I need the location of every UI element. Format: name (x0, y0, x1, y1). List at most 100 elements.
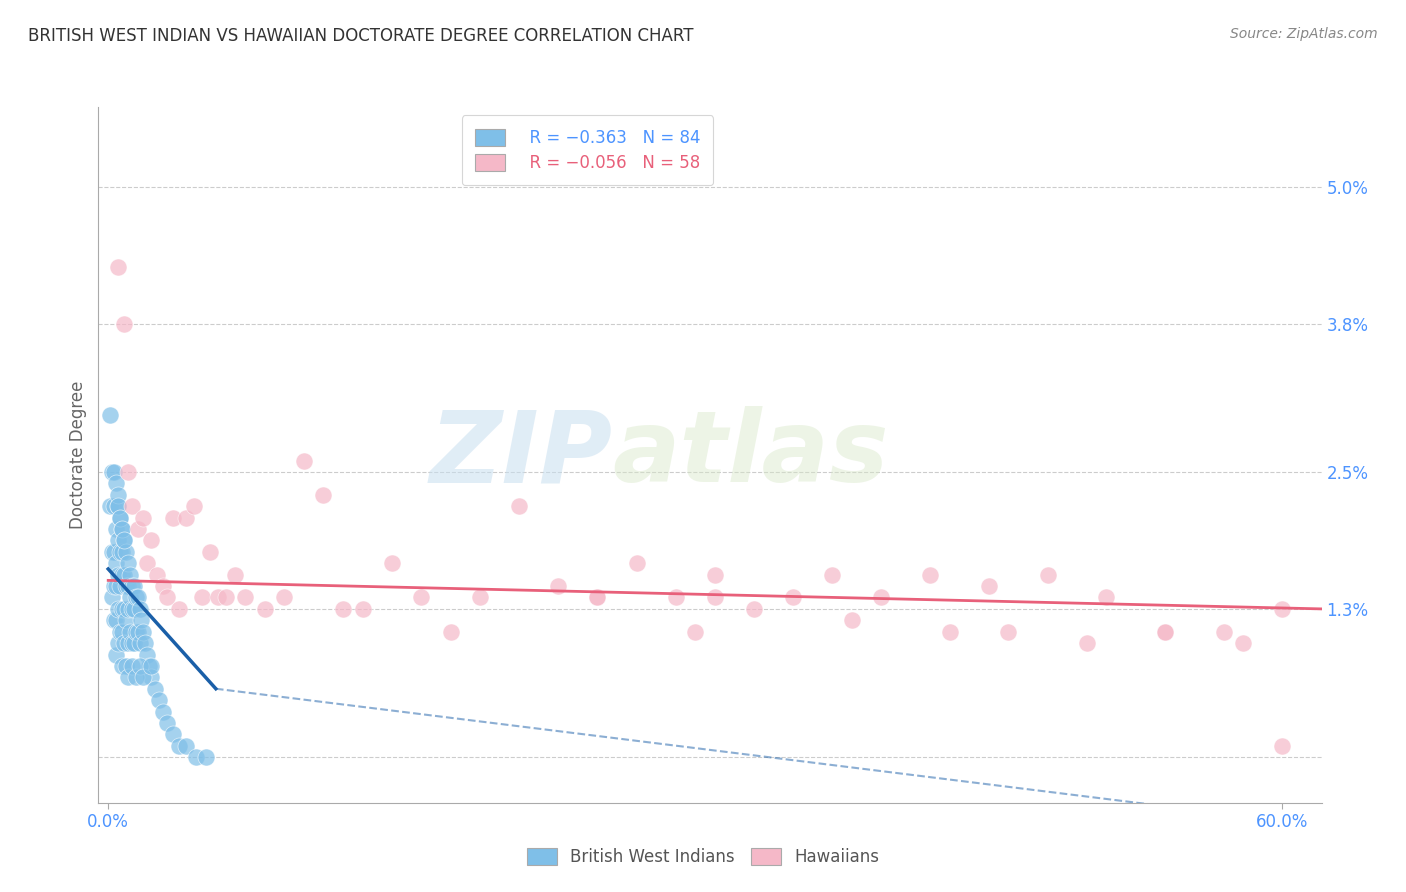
Point (107, 500, 129, 514)
Point (665, 591, 688, 605)
Point (152, 705, 174, 719)
Point (214, 591, 236, 605)
Point (626, 556, 648, 570)
Point (132, 510, 155, 524)
Point (111, 659, 134, 673)
Point (98, 500, 121, 514)
Point (136, 556, 159, 570)
Point (191, 591, 214, 605)
Point (107, 567, 129, 582)
Point (183, 500, 205, 514)
Point (207, 591, 229, 605)
Legend: British West Indians, Hawaiians: British West Indians, Hawaiians (519, 840, 887, 875)
Point (198, 545, 221, 559)
Point (105, 579, 128, 593)
Point (411, 591, 433, 605)
Point (128, 659, 150, 673)
Point (117, 465, 139, 479)
Point (132, 624, 155, 639)
Point (685, 624, 707, 639)
Point (547, 579, 569, 593)
Point (586, 591, 609, 605)
Point (136, 648, 159, 662)
Point (141, 659, 163, 673)
Point (114, 545, 136, 559)
Point (782, 591, 804, 605)
Point (440, 624, 463, 639)
Point (141, 533, 163, 548)
Point (127, 591, 149, 605)
Point (122, 602, 145, 616)
Point (112, 317, 135, 331)
Point (124, 670, 146, 684)
Point (224, 567, 246, 582)
Point (156, 715, 179, 730)
Point (703, 591, 725, 605)
Text: atlas: atlas (612, 407, 889, 503)
Point (117, 670, 139, 684)
Point (332, 602, 354, 616)
Point (107, 260, 129, 274)
Point (117, 602, 139, 616)
Point (121, 579, 143, 593)
Point (146, 567, 169, 582)
Point (167, 739, 190, 753)
Point (117, 636, 139, 650)
Point (1271, 602, 1294, 616)
Point (107, 602, 129, 616)
Point (273, 591, 295, 605)
Point (121, 500, 143, 514)
Point (162, 510, 184, 524)
Legend:   R = −0.363   N = 84,   R = −0.056   N = 58: R = −0.363 N = 84, R = −0.056 N = 58 (463, 115, 713, 185)
Point (997, 624, 1019, 639)
Point (176, 510, 198, 524)
Point (1076, 636, 1098, 650)
Point (121, 659, 143, 673)
Point (1036, 567, 1059, 582)
Point (128, 602, 150, 616)
Text: Source: ZipAtlas.com: Source: ZipAtlas.com (1230, 27, 1378, 41)
Text: BRITISH WEST INDIAN VS HAWAIIAN DOCTORATE DEGREE CORRELATION CHART: BRITISH WEST INDIAN VS HAWAIIAN DOCTORAT… (28, 27, 693, 45)
Point (586, 591, 609, 605)
Point (108, 624, 131, 639)
Point (111, 624, 134, 639)
Point (111, 522, 134, 536)
Point (468, 591, 491, 605)
Point (105, 522, 128, 536)
Point (841, 613, 863, 627)
Point (112, 533, 135, 548)
Point (122, 579, 145, 593)
Point (1095, 591, 1118, 605)
Point (156, 591, 179, 605)
Point (101, 465, 124, 479)
Point (176, 739, 198, 753)
Point (117, 556, 139, 570)
Point (114, 613, 136, 627)
Point (233, 591, 256, 605)
Point (121, 636, 143, 650)
Point (134, 636, 156, 650)
Point (703, 567, 725, 582)
Point (107, 533, 129, 548)
Point (381, 556, 404, 570)
Point (108, 510, 131, 524)
Point (253, 602, 276, 616)
Point (105, 556, 128, 570)
Point (105, 613, 128, 627)
Point (152, 579, 174, 593)
Point (508, 500, 530, 514)
Point (1232, 636, 1254, 650)
Point (107, 488, 129, 502)
Point (1271, 739, 1294, 753)
Point (742, 602, 765, 616)
Point (111, 602, 134, 616)
Point (143, 681, 166, 696)
Point (195, 750, 218, 764)
Point (103, 613, 125, 627)
Point (108, 579, 131, 593)
Point (101, 591, 124, 605)
Point (118, 567, 141, 582)
Point (138, 659, 160, 673)
Point (112, 567, 135, 582)
Point (977, 579, 1000, 593)
